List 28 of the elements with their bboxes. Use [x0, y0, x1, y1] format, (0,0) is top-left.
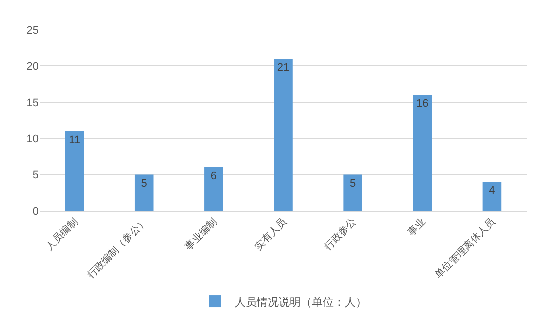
y-tick-label: 20: [26, 61, 39, 74]
y-tick-label: 5: [32, 170, 39, 182]
y-tick-label: 25: [26, 24, 39, 37]
data-label: 4: [489, 185, 496, 198]
y-tick-label: 15: [26, 97, 39, 110]
y-tick-label: 0: [32, 206, 39, 218]
x-tick-label: 实有人员: [252, 216, 290, 253]
legend-label: 人员情况说明（单位：人）: [235, 296, 367, 309]
bar: [274, 58, 293, 211]
bar: [482, 182, 502, 211]
x-tick-label: 事业: [406, 216, 428, 239]
bar: [134, 174, 154, 211]
x-tick-label: 单位管理离休人员: [432, 216, 498, 282]
data-label: 11: [69, 134, 80, 146]
y-tick-label: 10: [26, 133, 39, 146]
x-tick-label: 行政参公: [322, 216, 359, 253]
bar: [65, 131, 84, 211]
x-tick-label: 事业编制: [182, 216, 220, 253]
bar: [413, 95, 432, 211]
data-label: 16: [416, 98, 429, 110]
data-label: 5: [350, 178, 356, 190]
data-label: 6: [210, 170, 217, 183]
x-tick-label: 行政编制（参公）: [84, 216, 150, 282]
data-label: 5: [141, 178, 148, 190]
bar: [204, 168, 224, 211]
x-tick-label: 人员编制: [44, 216, 80, 253]
data-label: 21: [277, 62, 290, 74]
bar: [344, 174, 362, 211]
